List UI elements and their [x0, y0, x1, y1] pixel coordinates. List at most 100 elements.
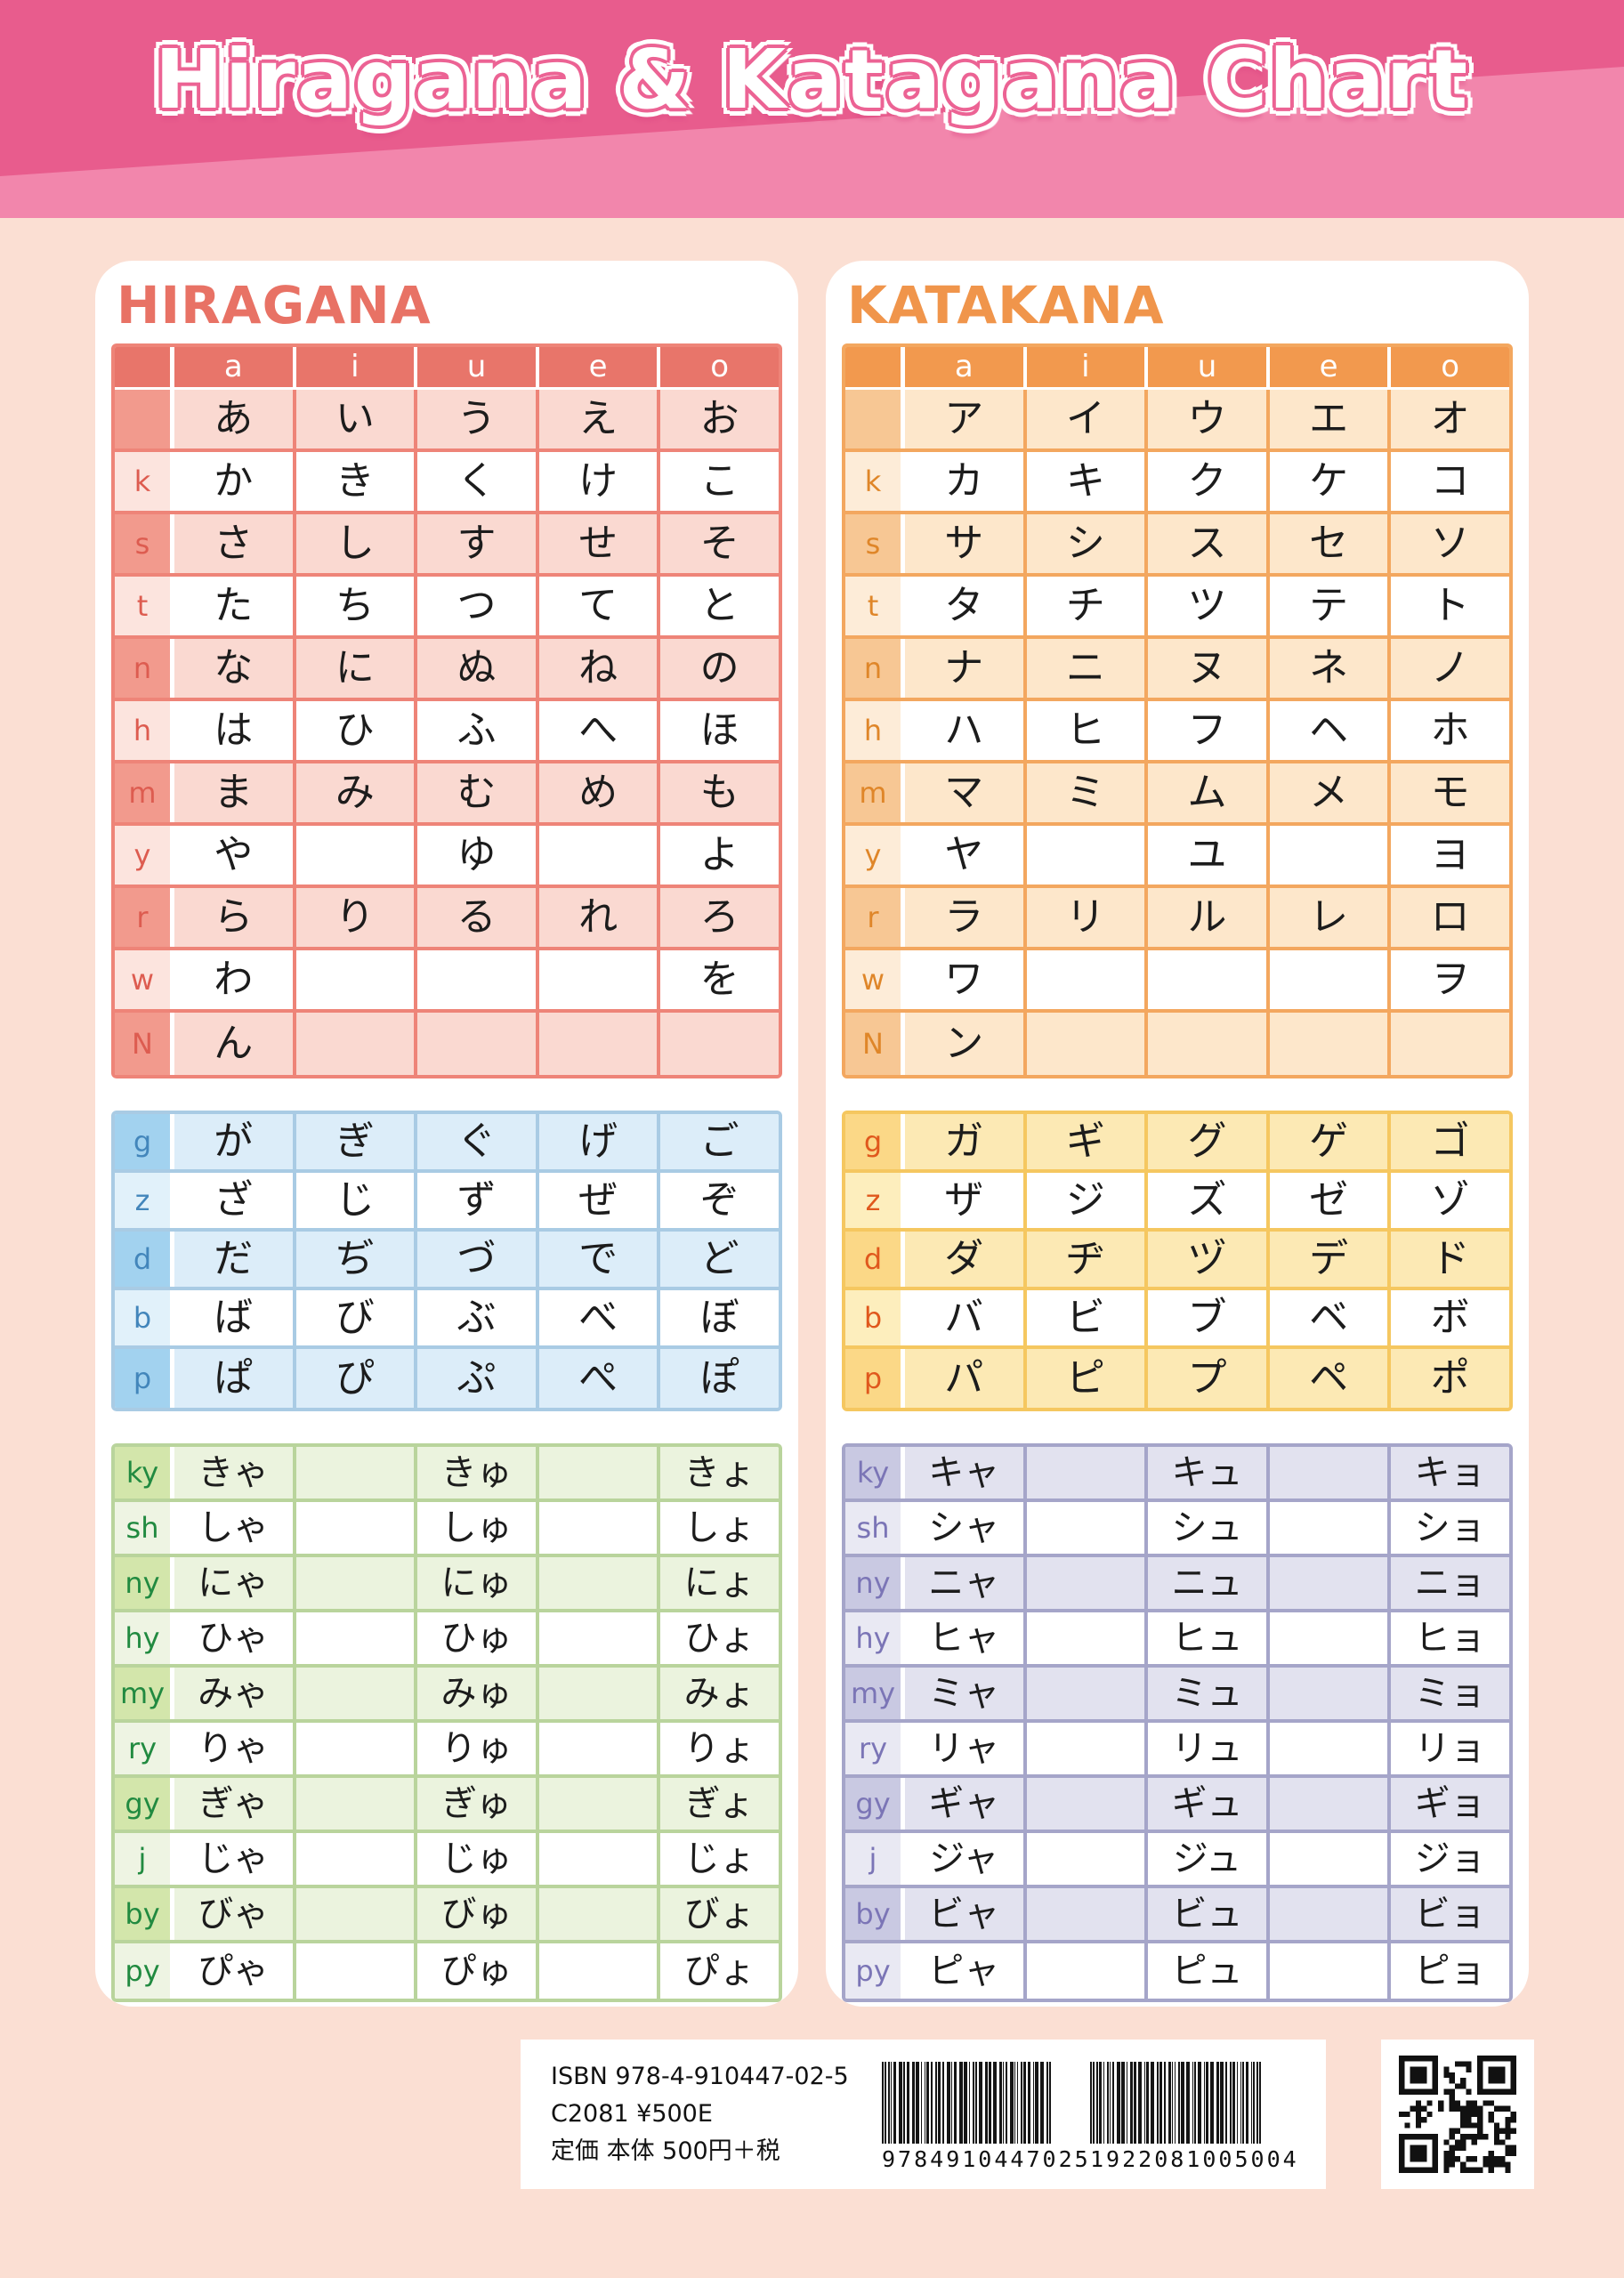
- kana-cell: ば: [170, 1289, 293, 1345]
- kana-row-my: my ミャ ミュ ミョ: [845, 1667, 1509, 1723]
- kana-cell: チ: [1022, 576, 1145, 635]
- kana-cell: ぎ: [292, 1113, 415, 1169]
- row-label: sh: [115, 1501, 170, 1554]
- kana-cell: れ: [535, 887, 658, 947]
- barcode-bar: [1093, 2062, 1095, 2144]
- kana-cell: ダ: [901, 1231, 1023, 1287]
- barcode-2-digits: 1922081005004: [1090, 2146, 1299, 2172]
- kana-cell: [292, 1667, 415, 1719]
- kana-cell: ゴ: [1387, 1113, 1509, 1169]
- barcode-bar: [979, 2062, 982, 2144]
- vowel-header-i: i: [1022, 346, 1145, 387]
- barcode-bar: [926, 2062, 929, 2144]
- barcode-bar: [885, 2062, 886, 2144]
- row-label: k: [845, 451, 901, 511]
- kana-cell: [1022, 1887, 1145, 1940]
- kana-row-sh: sh シャ シュ ショ: [845, 1501, 1509, 1557]
- kana-cell: バ: [901, 1289, 1023, 1345]
- kana-cell: しゃ: [170, 1501, 293, 1554]
- barcode-bar: [999, 2062, 1002, 2144]
- barcode-bar: [916, 2062, 919, 2144]
- barcode-bar: [964, 2062, 967, 2144]
- row-label: [845, 389, 901, 448]
- kana-cell: び: [292, 1289, 415, 1345]
- kana-cell: ピャ: [901, 1943, 1023, 1999]
- kana-cell: ゾ: [1387, 1172, 1509, 1228]
- kana-cell: そ: [657, 513, 779, 573]
- barcode-bar: [1210, 2062, 1214, 2144]
- kana-cell: ギャ: [901, 1777, 1023, 1830]
- kana-cell: [292, 1777, 415, 1830]
- row-label: z: [115, 1172, 170, 1228]
- kana-cell: は: [170, 700, 293, 760]
- qr-code: [1399, 2056, 1516, 2173]
- barcode-bar: [1181, 2062, 1184, 2144]
- kana-cell: ヲ: [1387, 949, 1509, 1009]
- row-label: g: [115, 1113, 170, 1169]
- row-label: y: [845, 825, 901, 885]
- barcode-bar: [1049, 2062, 1051, 2144]
- kana-cell: サ: [901, 513, 1023, 573]
- kana-cell: ヒャ: [901, 1612, 1023, 1664]
- isbn-line: ISBN 978-4-910447-02-5: [551, 2063, 849, 2091]
- barcode-bar: [1232, 2062, 1235, 2144]
- barcode-bar: [1046, 2062, 1048, 2144]
- kana-cell: ナ: [901, 638, 1023, 698]
- kana-cell: [1387, 1012, 1509, 1075]
- kana-cell: さ: [170, 513, 293, 573]
- kana-cell: ヒ: [1022, 700, 1145, 760]
- kana-cell: [1022, 825, 1145, 885]
- kana-row-ky: ky キャ キュ キョ: [845, 1446, 1509, 1502]
- kana-row-sh: sh しゃ しゅ しょ: [115, 1501, 779, 1557]
- barcode-bar: [947, 2062, 950, 2144]
- kana-cell: じょ: [657, 1832, 779, 1885]
- kana-cell: ゲ: [1265, 1113, 1388, 1169]
- row-label: h: [845, 700, 901, 760]
- kana-cell: え: [535, 389, 658, 448]
- kana-cell: う: [414, 389, 536, 448]
- kana-cell: [1144, 949, 1266, 1009]
- kana-cell: ギョ: [1387, 1777, 1509, 1830]
- kana-cell: ル: [1144, 887, 1266, 947]
- kana-cell: ケ: [1265, 451, 1388, 511]
- kana-cell: イ: [1022, 389, 1145, 448]
- kana-cell: [535, 1501, 658, 1554]
- barcode-2-bars: [1090, 2062, 1268, 2144]
- barcode-bar: [891, 2062, 892, 2144]
- barcode-bar: [1256, 2062, 1258, 2144]
- kana-cell: キ: [1022, 451, 1145, 511]
- kana-cell: ガ: [901, 1113, 1023, 1169]
- barcode-bar: [1040, 2062, 1044, 2144]
- vowel-header-e: e: [1265, 346, 1388, 387]
- kana-cell: ニュ: [1144, 1556, 1266, 1609]
- kana-cell: [292, 949, 415, 1009]
- row-label: d: [845, 1231, 901, 1287]
- kana-cell: ん: [170, 1012, 293, 1075]
- kana-cell: ピ: [1022, 1348, 1145, 1408]
- kana-cell: ビョ: [1387, 1887, 1509, 1940]
- barcodes: 9784910447025 1922081005004: [882, 2062, 1299, 2172]
- kana-cell: ニャ: [901, 1556, 1023, 1609]
- kana-cell: [292, 1556, 415, 1609]
- row-label: h: [115, 700, 170, 760]
- vowel-header-a: a: [901, 346, 1023, 387]
- kana-cell: ざ: [170, 1172, 293, 1228]
- hiragana-yoon-table: ky きゃ きゅ きょ sh しゃ しゅ しょ ny にゃ にゅ にょ hy ひゃ ひゅ ひょ my みゃ みゅ みょ…: [111, 1442, 782, 2002]
- kana-cell: ヌ: [1144, 638, 1266, 698]
- kana-cell: [1022, 1832, 1145, 1885]
- kana-cell: ポ: [1387, 1348, 1509, 1408]
- kana-cell: ぶ: [414, 1289, 536, 1345]
- kana-cell: [535, 1943, 658, 1999]
- kana-cell: じゃ: [170, 1832, 293, 1885]
- katakana-title: KATAKANA: [847, 275, 1165, 335]
